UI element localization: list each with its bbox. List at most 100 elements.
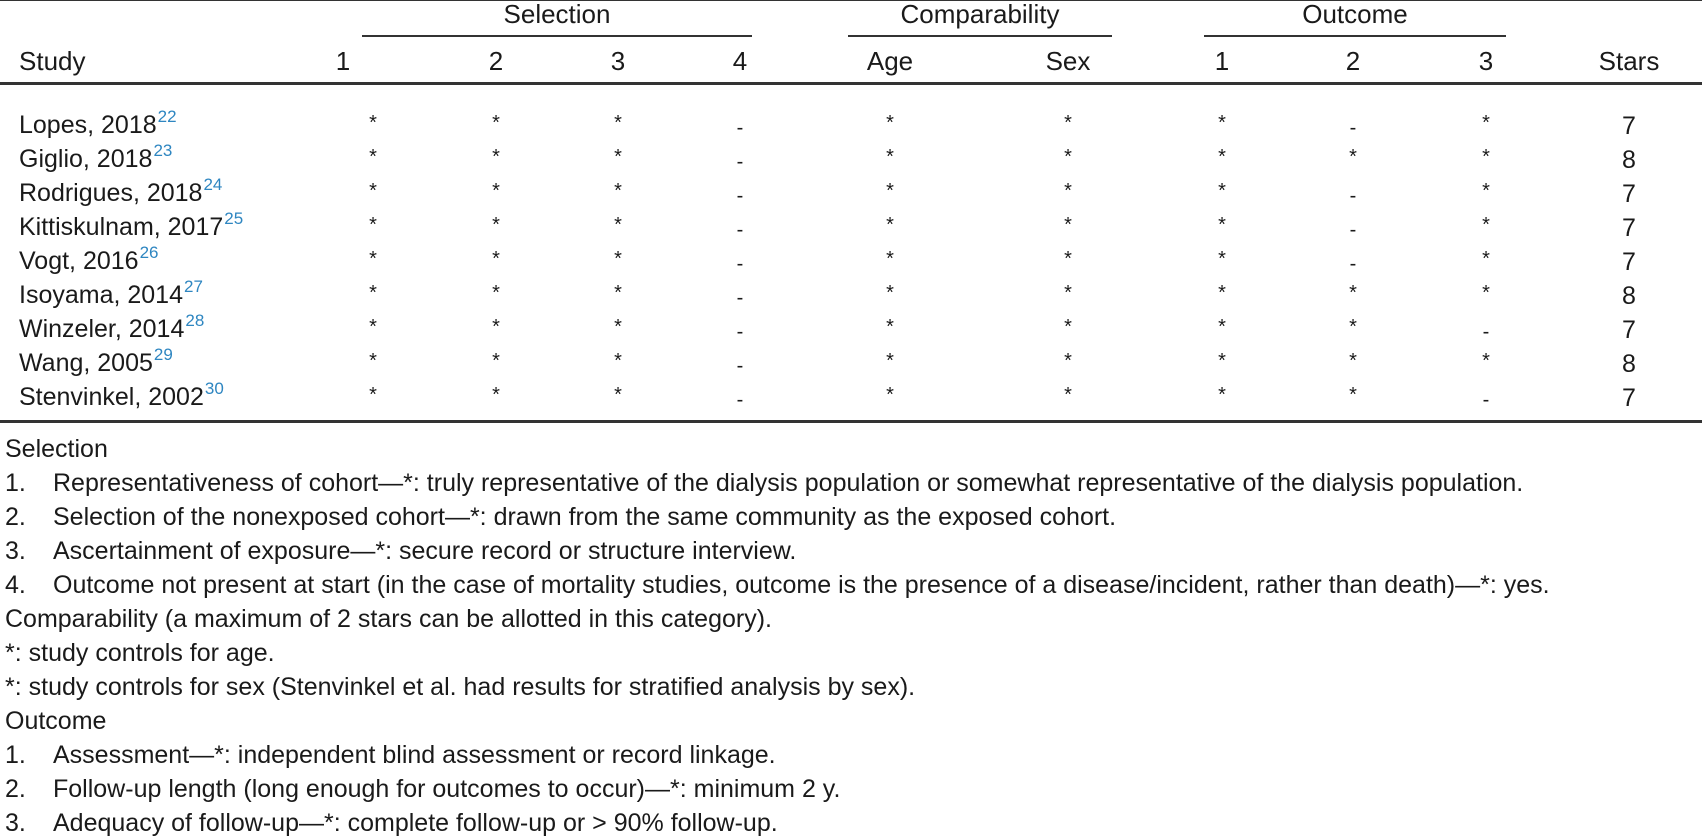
cell-stars: 7 [1622, 180, 1636, 208]
study-name: Vogt, 201626 [19, 243, 159, 275]
cell-sex: * [1064, 214, 1072, 236]
note-text: Outcome not present at start (in the cas… [53, 571, 1550, 599]
reference-link[interactable]: 27 [184, 277, 203, 296]
reference-link[interactable]: 24 [203, 175, 223, 194]
reference-link[interactable]: 25 [224, 209, 244, 228]
cell-outcome-2: - [1349, 219, 1357, 241]
cell-outcome-1: * [1218, 146, 1226, 168]
cell-selection-3: * [614, 214, 622, 236]
column-header-selection-2: 2 [488, 46, 504, 76]
note-item: *: study controls for sex (Stenvinkel et… [5, 670, 1702, 704]
group-header-comparability: Comparability [900, 0, 1060, 29]
note-item: 2. Selection of the nonexposed cohort—*: … [5, 500, 1702, 534]
cell-outcome-2: - [1349, 117, 1357, 139]
cell-outcome-1: * [1218, 316, 1226, 338]
column-header-outcome-2: 2 [1345, 46, 1361, 76]
cell-selection-4: - [736, 253, 744, 275]
note-text: Adequacy of follow-up—*: complete follow… [53, 809, 778, 837]
header-bottom-rule [0, 82, 1702, 85]
cell-selection-3: * [614, 146, 622, 168]
cell-outcome-1: * [1218, 112, 1226, 134]
table-row: Rodrigues, 201824 * * * - * * * - * 7 [0, 175, 1702, 210]
cell-sex: * [1064, 350, 1072, 372]
note-text: *: study controls for sex (Stenvinkel et… [5, 673, 916, 701]
study-name: Wang, 200529 [19, 345, 173, 377]
cell-selection-4: - [736, 355, 744, 377]
note-heading-comparability: Comparability (a maximum of 2 stars can … [5, 605, 772, 633]
cell-selection-4: - [736, 389, 744, 411]
note-item: 2. Follow-up length (long enough for outc… [5, 772, 1702, 806]
table-row: Stenvinkel, 200230 * * * - * * * * - 7 [0, 379, 1702, 414]
cell-selection-1: * [369, 180, 377, 202]
cell-outcome-1: * [1218, 384, 1226, 406]
group-header-outcome: Outcome [1302, 0, 1408, 29]
cell-stars: 8 [1622, 282, 1636, 310]
cell-outcome-1: * [1218, 180, 1226, 202]
cell-stars: 7 [1622, 316, 1636, 344]
cell-outcome-2: - [1349, 185, 1357, 207]
table-row: Lopes, 201822 * * * - * * * - * 7 [0, 107, 1702, 142]
column-header-age: Age [866, 46, 914, 76]
note-heading-outcome: Outcome [5, 707, 107, 735]
cell-age: * [886, 146, 894, 168]
cell-outcome-1: * [1218, 282, 1226, 304]
cell-selection-3: * [614, 112, 622, 134]
note-heading-selection: Selection [5, 435, 108, 463]
reference-link[interactable]: 22 [157, 107, 177, 126]
cell-outcome-2: * [1349, 316, 1357, 338]
note-item: 1. Assessment—*: independent blind assess… [5, 738, 1702, 772]
reference-link[interactable]: 26 [139, 243, 159, 262]
table-footnotes: Selection 1. Representativeness of cohort… [5, 432, 1702, 840]
cell-outcome-3: * [1482, 248, 1490, 270]
group-rule-outcome [1204, 35, 1506, 37]
cell-age: * [886, 112, 894, 134]
cell-outcome-3: - [1482, 321, 1490, 343]
cell-selection-2: * [492, 180, 500, 202]
column-header-study: Study [19, 46, 86, 76]
cell-outcome-2: * [1349, 384, 1357, 406]
cell-age: * [886, 316, 894, 338]
cell-selection-1: * [369, 146, 377, 168]
reference-link[interactable]: 29 [153, 345, 173, 364]
table-row: Vogt, 201626 * * * - * * * - * 7 [0, 243, 1702, 278]
table-row: Winzeler, 201428 * * * - * * * * - 7 [0, 311, 1702, 346]
cell-sex: * [1064, 384, 1072, 406]
cell-selection-1: * [369, 214, 377, 236]
cell-stars: 7 [1622, 384, 1636, 412]
table-row: Giglio, 201823 * * * - * * * * * 8 [0, 141, 1702, 176]
note-number: 4. [5, 571, 26, 599]
reference-link[interactable]: 23 [153, 141, 173, 160]
cell-selection-2: * [492, 248, 500, 270]
note-number: 2. [5, 503, 26, 531]
cell-selection-2: * [492, 384, 500, 406]
cell-stars: 7 [1622, 112, 1636, 140]
cell-outcome-3: * [1482, 350, 1490, 372]
cell-selection-4: - [736, 117, 744, 139]
table-row: Isoyama, 201427 * * * - * * * * * 8 [0, 277, 1702, 312]
reference-link[interactable]: 30 [204, 379, 224, 398]
note-text: Ascertainment of exposure—*: secure reco… [53, 537, 797, 565]
cell-stars: 7 [1622, 214, 1636, 242]
note-number: 1. [5, 741, 26, 769]
cell-selection-2: * [492, 316, 500, 338]
column-header-sex: Sex [1045, 46, 1091, 76]
cell-outcome-3: - [1482, 389, 1490, 411]
cell-selection-2: * [492, 282, 500, 304]
cell-selection-3: * [614, 316, 622, 338]
column-header-selection-3: 3 [610, 46, 626, 76]
cell-outcome-1: * [1218, 350, 1226, 372]
cell-selection-1: * [369, 112, 377, 134]
cell-selection-1: * [369, 248, 377, 270]
cell-selection-4: - [736, 185, 744, 207]
cell-outcome-3: * [1482, 282, 1490, 304]
cell-sex: * [1064, 112, 1072, 134]
reference-link[interactable]: 28 [185, 311, 205, 330]
cell-outcome-2: - [1349, 253, 1357, 275]
cell-selection-4: - [736, 151, 744, 173]
cell-outcome-3: * [1482, 180, 1490, 202]
table-row: Kittiskulnam, 201725 * * * - * * * - * 7 [0, 209, 1702, 244]
note-item: 4. Outcome not present at start (in the c… [5, 568, 1702, 602]
cell-selection-4: - [736, 219, 744, 241]
note-text: Follow-up length (long enough for outcom… [53, 775, 841, 803]
cell-selection-3: * [614, 282, 622, 304]
